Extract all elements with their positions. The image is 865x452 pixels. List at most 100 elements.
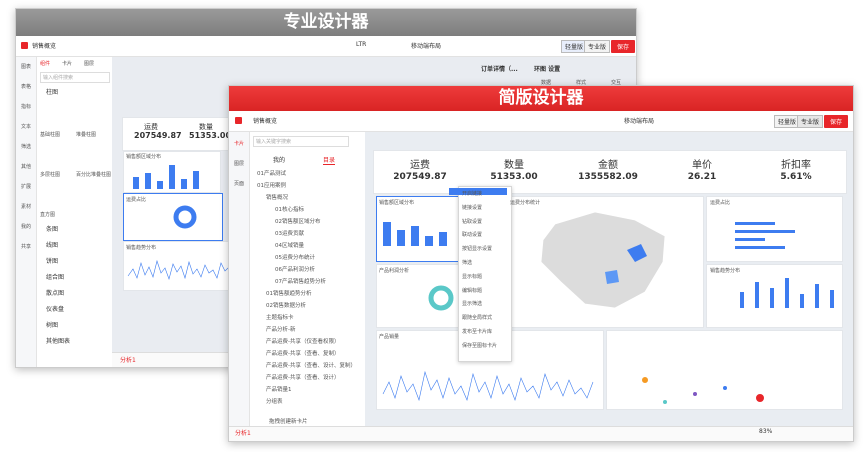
tree-item[interactable]: 产品运费-共享（仅查看权限）	[266, 339, 340, 345]
kpi-label: 金额	[598, 160, 618, 171]
menu-item[interactable]: 显示筛选	[462, 301, 483, 308]
group-header[interactable]: 树图	[46, 322, 59, 329]
panel-tab[interactable]: 我的	[273, 157, 286, 164]
kpi-value: 26.21	[687, 172, 717, 182]
tree-item[interactable]: 产品运费-共享（查看、设计）	[266, 375, 340, 381]
menu-item[interactable]: 开启链接	[462, 191, 483, 197]
component-item[interactable]: 多层柱图	[40, 172, 61, 178]
panel-tab[interactable]: 卡片	[62, 61, 73, 67]
lite-mode[interactable]: 轻量版	[774, 115, 801, 128]
kpi-label: 数量	[199, 123, 213, 131]
group-header[interactable]: 其他图表	[46, 338, 71, 345]
direction[interactable]: LTR	[356, 41, 367, 48]
logo	[21, 42, 28, 49]
side-icon[interactable]: 我的	[20, 224, 31, 230]
tree-item[interactable]: 06产品利润分析	[275, 267, 315, 273]
side-icon[interactable]: 其他	[20, 164, 31, 170]
menu-item[interactable]: 编辑标题	[462, 287, 483, 294]
menu-item[interactable]: 按钮显示设置	[462, 246, 493, 253]
tree-item[interactable]: 01销售额趋势分析	[266, 291, 312, 297]
component-item[interactable]: 基础柱图	[40, 132, 61, 138]
component-item[interactable]: 百分比堆叠柱图	[76, 172, 112, 178]
side-icon[interactable]: 共享	[20, 244, 31, 250]
tree-item[interactable]: 产品运费-共享（查看、复制）	[266, 351, 340, 357]
side-icon[interactable]: 表格	[20, 84, 31, 90]
menu-item[interactable]: 发布至卡片库	[462, 329, 493, 335]
kpi-value: 207549.87	[134, 131, 182, 140]
chart-card	[606, 330, 843, 410]
search-box[interactable]: 输入关键字搜索	[253, 136, 349, 147]
component-item[interactable]: 堆叠柱图	[76, 132, 97, 138]
menu-item[interactable]: 联动设置	[462, 232, 483, 239]
sheet-tab[interactable]: 分析1	[235, 430, 251, 437]
menu-item[interactable]: 保存至图标卡片	[462, 342, 498, 349]
drag-card[interactable]: 拖拽创建新卡片	[269, 419, 308, 425]
tree-item[interactable]: 01核心指标	[275, 207, 304, 213]
tree-item[interactable]: 04区域销量	[275, 243, 304, 249]
save-button[interactable]: 保存	[611, 40, 636, 53]
tree-item[interactable]: 产品分析-新	[266, 327, 296, 333]
menu-item[interactable]: 跟随全局样式	[462, 315, 493, 322]
kpi-label: 运费	[144, 123, 158, 131]
kpi-label: 数量	[504, 160, 524, 171]
panel-tab[interactable]: 目录	[323, 157, 336, 165]
side-icon[interactable]: 文本	[20, 124, 31, 130]
icon-bar	[16, 57, 37, 367]
kpi-value: 5.61%	[780, 172, 812, 182]
tree-item[interactable]: 03运费贡献	[275, 231, 304, 237]
group-header[interactable]: 饼图	[46, 258, 59, 265]
panel-tab[interactable]: 组件	[40, 61, 51, 67]
panel-tab[interactable]: 图层	[84, 61, 95, 67]
group-header[interactable]: 柱图	[46, 89, 59, 96]
side-icon[interactable]: 筛选	[20, 144, 31, 150]
sheet-tab[interactable]: 分析1	[120, 357, 136, 364]
mobile-layout[interactable]: 移动端布局	[411, 43, 442, 50]
tree-item[interactable]: 02销售额区域分布	[275, 219, 321, 225]
save-button[interactable]: 保存	[824, 115, 849, 128]
side-icon[interactable]: 图表	[20, 64, 31, 70]
side-icon[interactable]: 扩展	[20, 184, 31, 190]
tree-item[interactable]: 分组表	[266, 399, 283, 405]
side-icon[interactable]: 页面	[233, 181, 244, 187]
icon-bar	[229, 132, 250, 426]
tree-item[interactable]: 产品运费-共享（查看、设计、复制）	[266, 363, 356, 369]
mobile-layout[interactable]: 移动端布局	[624, 118, 655, 125]
card-toolbar	[449, 188, 507, 195]
tree-item[interactable]: 02销售数据分析	[266, 303, 306, 309]
tree-item[interactable]: 主题指标卡	[266, 315, 294, 321]
kpi-label: 运费	[410, 160, 430, 171]
group-header[interactable]: 条图	[46, 226, 59, 233]
side-icon[interactable]: 指标	[20, 104, 31, 110]
menu-item[interactable]: 筛选	[462, 260, 473, 266]
side-icon[interactable]: 卡片	[233, 141, 244, 147]
context-menu	[458, 186, 512, 362]
group-header[interactable]: 散点图	[46, 290, 65, 297]
settings-tab[interactable]: 数据	[541, 80, 552, 86]
search-box[interactable]: 输入组件搜索	[40, 72, 110, 83]
menu-item[interactable]: 显示标题	[462, 273, 483, 280]
card-title: 产品销量	[379, 334, 400, 340]
banner: 专业设计器	[16, 9, 636, 36]
logo	[235, 117, 242, 124]
tree-item[interactable]: 07产品销售趋势分析	[275, 279, 326, 285]
pro-mode[interactable]: 专业版	[797, 115, 824, 128]
tree-item[interactable]: 产品销量1	[266, 387, 292, 393]
settings-tab[interactable]: 交互	[611, 80, 622, 86]
pro-mode[interactable]: 专业版	[584, 40, 611, 53]
group-header[interactable]: 仪表盘	[46, 306, 65, 313]
group-header[interactable]: 组合图	[46, 274, 65, 281]
component-item[interactable]: 直方图	[40, 212, 56, 218]
tree-item[interactable]: 01应用案例	[257, 183, 286, 189]
toolbar	[16, 36, 636, 57]
side-icon[interactable]: 图层	[233, 161, 244, 167]
tree-item[interactable]: 销售概况	[266, 195, 289, 201]
kpi-value: 207549.87	[393, 172, 447, 182]
tree-item[interactable]: 01产品测试	[257, 171, 286, 177]
menu-item[interactable]: 链接设置	[462, 204, 483, 211]
tree-item[interactable]: 05运费分布统计	[275, 255, 315, 261]
settings-tab[interactable]: 样式	[576, 80, 587, 86]
side-icon[interactable]: 素材	[20, 204, 31, 210]
group-header[interactable]: 线图	[46, 242, 59, 249]
menu-item[interactable]: 钻取设置	[462, 218, 483, 225]
zoom[interactable]: 83%	[759, 428, 773, 435]
